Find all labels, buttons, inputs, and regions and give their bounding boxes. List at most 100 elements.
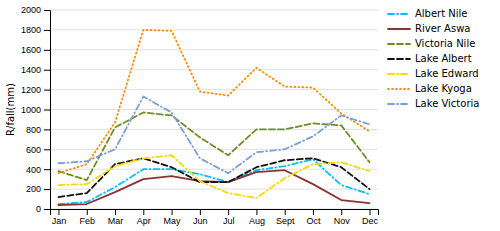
tick: Dec	[362, 209, 379, 226]
tick: 0	[36, 204, 50, 214]
tick-label: 800	[26, 125, 41, 135]
tick-label: 1400	[21, 65, 41, 75]
legend-swatch	[388, 73, 410, 75]
grid-line	[50, 49, 378, 50]
tick-label: Feb	[80, 216, 96, 226]
tick-label: 600	[26, 145, 41, 155]
x-axis: Jan Feb Mar Apr May Jun Jul Aug Sept Oct Nov Dec	[51, 209, 379, 226]
tick-mark	[58, 209, 59, 215]
tick-label: 1200	[21, 85, 41, 95]
legend: Albert Nile River Aswa Victoria Nile Lake A…	[388, 8, 479, 109]
grid-line	[50, 149, 378, 150]
tick-mark	[172, 209, 173, 215]
tick-mark	[44, 110, 50, 111]
grid-line	[50, 69, 378, 70]
grid-line	[50, 29, 378, 30]
tick-label: Oct	[306, 216, 321, 226]
tick-label: Jul	[223, 216, 235, 226]
tick-mark	[143, 209, 144, 215]
legend-label: Lake Victoria	[415, 98, 479, 109]
tick: 400	[26, 165, 50, 175]
tick-label: 400	[26, 165, 41, 175]
tick-label: Nov	[334, 216, 351, 226]
tick-label: 200	[26, 184, 41, 194]
tick-label: Jan	[52, 216, 67, 226]
tick-mark	[285, 209, 286, 215]
axis-line	[44, 11, 51, 210]
tick: Jul	[223, 209, 235, 226]
tick-label: 1600	[21, 45, 41, 55]
tick-label: 1000	[21, 105, 41, 115]
legend-swatch	[388, 28, 410, 30]
tick: 2000	[21, 5, 50, 15]
tick: Sept	[276, 209, 295, 226]
plot: 0 200 400 600 800 1000 1200 1400 1600 1800 2000 Jan…	[21, 5, 379, 226]
tick: May	[164, 209, 182, 226]
tick: 1800	[21, 25, 50, 35]
tick-mark	[44, 149, 50, 150]
tick-mark	[44, 209, 50, 210]
tick-mark	[44, 30, 50, 31]
tick-mark	[44, 10, 50, 11]
grid-line	[50, 10, 378, 11]
legend-item: Lake Victoria	[388, 98, 479, 109]
tick-mark	[370, 209, 371, 215]
tick-mark	[341, 209, 342, 215]
tick: 1400	[21, 65, 50, 75]
legend-item: Albert Nile	[388, 8, 468, 19]
legend-swatch	[388, 103, 410, 105]
series-line	[58, 97, 369, 174]
grid-line	[50, 89, 378, 90]
tick-label: 2000	[21, 5, 41, 15]
tick-mark	[44, 50, 50, 51]
legend-swatch	[388, 88, 410, 90]
tick: Jun	[193, 209, 208, 226]
series-line	[58, 112, 369, 180]
legend-label: Albert Nile	[415, 8, 468, 19]
tick-mark	[87, 209, 88, 215]
tick: Feb	[80, 209, 96, 226]
tick: 600	[26, 145, 50, 155]
tick-mark	[44, 70, 50, 71]
tick: Aug	[249, 209, 265, 226]
legend-label: Lake Kyoga	[415, 83, 472, 94]
tick-label: 1800	[21, 25, 41, 35]
tick-label: Dec	[362, 216, 379, 226]
tick: Apr	[137, 209, 151, 226]
tick: 1200	[21, 85, 50, 95]
tick: Mar	[108, 209, 124, 226]
series-line	[58, 158, 369, 197]
tick: 200	[26, 184, 50, 194]
tick: Nov	[334, 209, 351, 226]
chart: 0 200 400 600 800 1000 1200 1400 1600 1800 2000 Jan…	[0, 0, 500, 231]
grid-line	[50, 189, 378, 190]
tick-mark	[228, 209, 229, 215]
legend-item: Lake Kyoga	[388, 83, 472, 94]
legend-label: Victoria Nile	[415, 38, 475, 49]
tick-mark	[44, 90, 50, 91]
tick-mark	[256, 209, 257, 215]
tick-label: May	[164, 216, 182, 226]
legend-item: River Aswa	[388, 23, 470, 34]
grid-line	[50, 169, 378, 170]
grid-line	[50, 129, 378, 130]
tick-mark	[44, 189, 50, 190]
tick: Oct	[306, 209, 321, 226]
tick-label: Mar	[108, 216, 124, 226]
tick-mark	[115, 209, 116, 215]
legend-label: Lake Albert	[415, 53, 472, 64]
series-line	[58, 155, 369, 198]
tick-mark	[44, 169, 50, 170]
y-axis: 0 200 400 600 800 1000 1200 1400 1600 1800 2000	[21, 5, 51, 214]
tick-label: Sept	[276, 216, 295, 226]
legend-item: Victoria Nile	[388, 38, 475, 49]
tick-label: Apr	[137, 216, 151, 226]
tick-label: Jun	[193, 216, 208, 226]
axis-line	[51, 210, 379, 216]
tick: 1000	[21, 105, 50, 115]
tick-label: 0	[36, 204, 41, 214]
legend-label: River Aswa	[415, 23, 470, 34]
tick-mark	[200, 209, 201, 215]
tick: 1600	[21, 45, 50, 55]
tick: Jan	[52, 209, 67, 226]
